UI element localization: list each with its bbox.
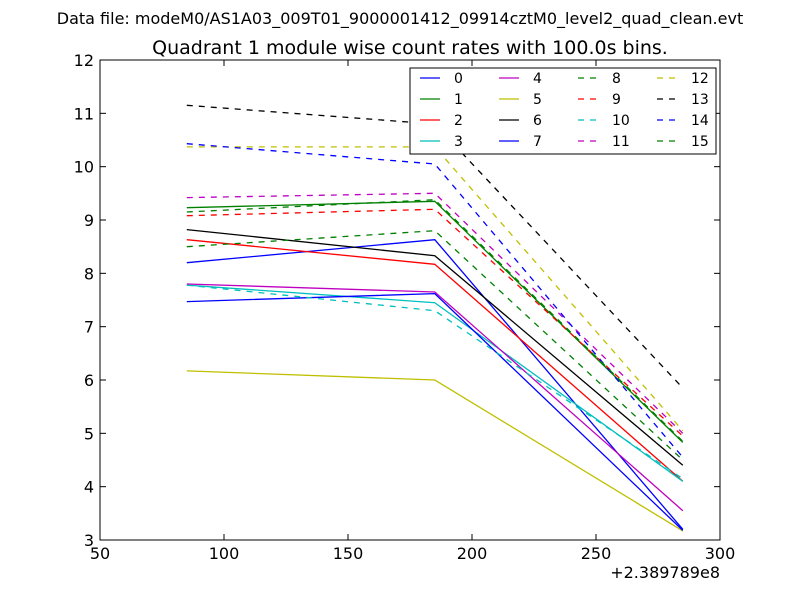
legend-label-12: 12	[691, 71, 709, 87]
chart-suptitle: Data file: modeM0/AS1A03_009T01_90000014…	[57, 9, 743, 29]
legend-label-1: 1	[454, 92, 463, 108]
x-tick-label: 150	[333, 544, 364, 563]
series-line-3	[186, 284, 684, 482]
series-line-14	[186, 143, 684, 458]
y-tick-label: 7	[84, 318, 94, 337]
x-tick-label: 250	[581, 544, 612, 563]
y-tick-label: 4	[84, 478, 94, 497]
series-line-0	[186, 239, 684, 530]
y-tick-label: 9	[84, 211, 94, 230]
legend-box	[409, 67, 717, 155]
legend-label-4: 4	[533, 71, 542, 87]
series-line-12	[186, 146, 684, 432]
x-tick-label: 100	[209, 544, 240, 563]
series-line-8	[186, 230, 684, 461]
y-tick-label: 5	[84, 424, 94, 443]
series-line-2	[186, 239, 684, 482]
plot-frame	[99, 59, 721, 541]
legend-label-6: 6	[533, 113, 542, 129]
series-line-11	[186, 192, 684, 434]
series-line-4	[186, 283, 684, 512]
series-line-1	[186, 200, 684, 443]
chart-title: Quadrant 1 module wise count rates with …	[152, 37, 668, 59]
y-tick-label: 8	[84, 264, 94, 283]
y-tick-label: 10	[74, 158, 94, 177]
x-tick-label: 300	[705, 544, 736, 563]
y-tick-label: 12	[74, 51, 94, 70]
legend-label-14: 14	[691, 113, 709, 129]
legend-label-8: 8	[612, 71, 621, 87]
x-tick-label: 50	[90, 544, 110, 563]
series-line-7	[186, 292, 684, 531]
plot-area: 50 100 150 200 250 30034567891011120123456789…	[74, 51, 736, 563]
legend-label-7: 7	[533, 134, 542, 150]
legend-label-11: 11	[612, 134, 630, 150]
legend-label-10: 10	[612, 113, 630, 129]
y-tick-label: 11	[74, 104, 94, 123]
series-line-5	[186, 370, 684, 532]
legend-label-5: 5	[533, 92, 542, 108]
x-axis-offset-label: +2.389789e8	[610, 563, 720, 582]
legend-label-3: 3	[454, 134, 463, 150]
legend-label-0: 0	[454, 71, 463, 87]
y-tick-label: 3	[84, 531, 94, 550]
legend-label-2: 2	[454, 113, 463, 129]
legend-label-13: 13	[691, 92, 709, 108]
legend-label-9: 9	[612, 92, 621, 108]
y-tick-label: 6	[84, 371, 94, 390]
series-line-6	[186, 228, 684, 466]
series-line-10	[186, 284, 684, 480]
legend-label-15: 15	[691, 134, 709, 150]
x-tick-label: 200	[457, 544, 488, 563]
series-line-15	[186, 199, 684, 442]
